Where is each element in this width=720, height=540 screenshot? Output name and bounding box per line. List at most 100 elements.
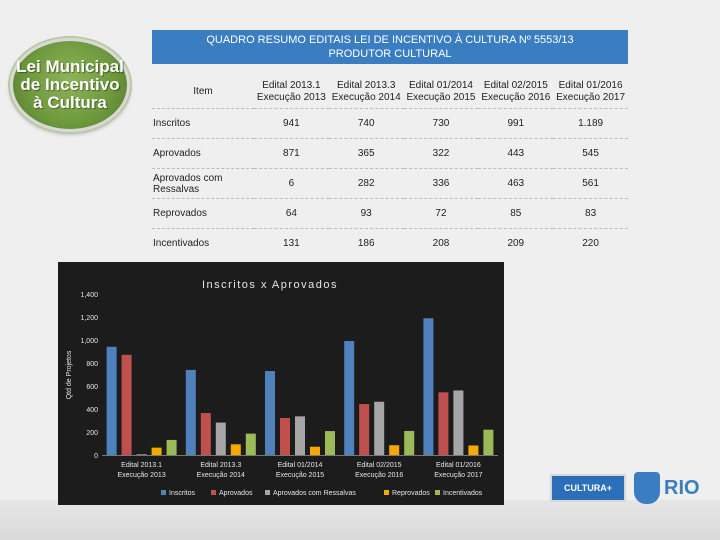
y-tick-label: 200	[86, 430, 98, 437]
row-label: Inscritos	[152, 108, 254, 139]
y-tick-label: 0	[94, 453, 98, 460]
x-tick-label: Execução 2014	[197, 472, 245, 479]
bar	[325, 431, 335, 455]
y-tick-label: 1,000	[80, 338, 98, 345]
table-cell: 6	[254, 168, 329, 199]
table-cell: 83	[553, 198, 628, 229]
legend-swatch	[161, 490, 166, 495]
table-cell: 85	[478, 198, 554, 229]
table-cell: 64	[254, 198, 329, 229]
logo-line-1: Lei Municipal	[16, 57, 124, 76]
table-cell: 545	[553, 138, 628, 169]
table-cell: 463	[478, 168, 554, 199]
col-header-5: Edital 01/2016 Execução 2017	[556, 80, 626, 103]
footer-band	[0, 500, 720, 540]
legend-label: Inscritos	[169, 490, 196, 497]
table-row: Reprovados 64 93 72 85 83	[152, 198, 628, 229]
y-tick-label: 600	[86, 384, 98, 391]
city-crest-icon	[634, 472, 660, 504]
table-cell: 220	[553, 228, 628, 258]
row-label: Aprovados	[152, 138, 254, 169]
table-cell: 131	[254, 228, 329, 258]
legend-swatch	[265, 490, 270, 495]
x-tick-label: Execução 2017	[434, 472, 482, 479]
bar	[230, 444, 241, 455]
x-tick-label: Execução 2013	[117, 472, 165, 479]
table-cell: 72	[403, 198, 479, 229]
bar	[468, 445, 479, 455]
legend-label: Aprovados com Ressalvas	[273, 490, 356, 497]
summary-table: Item Edital 2013.1 Execução 2013 Edital 2…	[152, 76, 628, 258]
page-title: QUADRO RESUMO EDITAIS LEI DE INCENTIVO À…	[152, 30, 628, 64]
bar	[166, 439, 177, 455]
x-tick-label: Edital 2013.1	[121, 462, 162, 469]
bar	[295, 416, 305, 455]
y-tick-label: 400	[86, 407, 98, 414]
table-row: Aprovados 871 365 322 443 545	[152, 138, 628, 169]
legend-label: Aprovados	[219, 490, 253, 497]
bar	[389, 445, 400, 455]
col-header-2: Edital 2013.3 Execução 2014	[331, 80, 401, 103]
col-header-1: Edital 2013.1 Execução 2013	[256, 80, 326, 103]
y-axis-label: Qtd de Projetos	[66, 350, 73, 399]
bar	[245, 433, 256, 455]
bar	[374, 401, 385, 455]
chart-title: Inscritos x Aprovados	[202, 279, 338, 291]
table-cell: 208	[403, 228, 479, 258]
bar	[438, 392, 449, 455]
y-tick-label: 800	[86, 361, 98, 368]
row-label: Reprovados	[152, 198, 254, 229]
table-cell: 730	[403, 108, 479, 139]
logo-line-3: à Cultura	[33, 93, 107, 112]
cultura-mais-logo: CULTURA+	[550, 474, 626, 502]
legend-label: Reprovados	[392, 490, 430, 497]
table-cell: 336	[403, 168, 479, 199]
bar	[121, 354, 132, 455]
table-cell: 561	[553, 168, 628, 199]
x-tick-label: Edital 2013.3	[200, 462, 241, 469]
bar	[280, 417, 290, 455]
bar	[483, 429, 494, 455]
bar	[423, 318, 434, 455]
x-tick-label: Edital 01/2014	[278, 462, 323, 469]
bar	[136, 454, 147, 455]
y-tick-label: 1,400	[80, 292, 98, 299]
table-header-row: Item Edital 2013.1 Execução 2013 Edital 2…	[152, 76, 628, 109]
table-cell: 443	[478, 138, 554, 169]
legend-label: Incentivados	[443, 490, 483, 497]
table-cell: 282	[328, 168, 404, 199]
table-row: Incentivados 131 186 208 209 220	[152, 228, 628, 258]
bar	[265, 371, 275, 455]
bar	[310, 446, 320, 455]
row-label: Incentivados	[152, 228, 254, 258]
legend-swatch	[435, 490, 440, 495]
table-cell: 186	[328, 228, 404, 258]
legend-swatch	[211, 490, 216, 495]
item-header: Item	[193, 86, 213, 97]
table-cell: 941	[254, 108, 329, 139]
x-tick-label: Edital 02/2015	[357, 462, 402, 469]
table-row: Inscritos 941 740 730 991 1.189	[152, 108, 628, 139]
table-cell: 93	[328, 198, 404, 229]
col-header-3: Edital 01/2014 Execução 2015	[406, 80, 476, 103]
bar-chart-panel: Inscritos x Aprovados Qtd de Projetos 0 200…	[58, 262, 504, 505]
bar	[404, 430, 415, 455]
table-cell: 740	[328, 108, 404, 139]
col-header-4: Edital 02/2015 Execução 2016	[481, 80, 551, 103]
bar	[200, 413, 211, 455]
x-tick-label: Edital 01/2016	[436, 462, 481, 469]
logo-line-2: de Incentivo	[20, 75, 120, 94]
bar	[215, 422, 226, 455]
lei-incentivo-logo: Lei Municipal de Incentivo à Cultura	[10, 38, 130, 132]
bar	[344, 341, 355, 455]
rio-logo: RIO	[664, 477, 700, 499]
table-cell: 871	[254, 138, 329, 169]
table-cell: 322	[403, 138, 479, 169]
bar	[359, 404, 370, 455]
legend-swatch	[384, 490, 389, 495]
title-line-2: PRODUTOR CULTURAL	[328, 48, 452, 60]
bar	[106, 346, 117, 455]
bar	[151, 447, 162, 455]
bar	[453, 390, 464, 455]
x-tick-label: Execução 2015	[276, 472, 324, 479]
